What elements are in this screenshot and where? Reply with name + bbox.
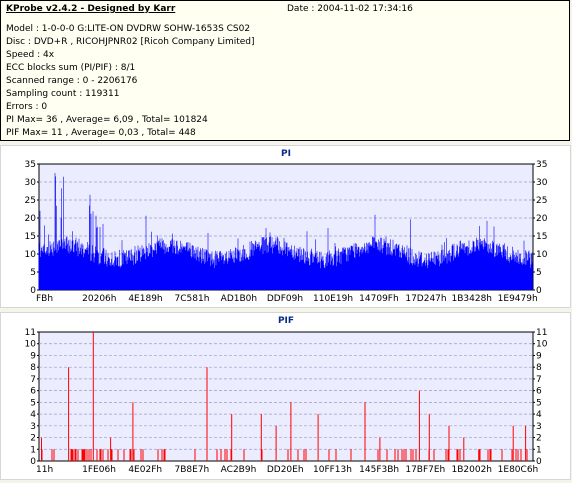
y-tick-label-left: 35 [25, 160, 36, 170]
pi-summary-line: PI Max= 36 , Average= 6,09 , Total= 1018… [6, 115, 208, 125]
x-tick-label: 1B2002h [452, 465, 493, 475]
plot-area [38, 331, 534, 462]
y-tick-label-left: 30 [25, 178, 37, 188]
y-tick-label-left: 10 [25, 250, 37, 260]
y-tick-label-right: 9 [536, 351, 542, 361]
y-tick-label-left: 10 [25, 340, 37, 350]
pif-series [41, 332, 528, 461]
x-tick-label: DD20Eh [267, 465, 304, 475]
x-tick-label: 1E9479h [498, 294, 538, 304]
y-tick-label-right: 4 [536, 410, 542, 420]
x-tick-label: AC2B9h [221, 465, 257, 475]
y-tick-label-right: 30 [536, 178, 548, 188]
ecc-line: ECC blocks sum (PI/PIF) : 8/1 [6, 63, 136, 73]
y-tick-label-left: 9 [30, 351, 36, 361]
y-tick-label-left: 1 [30, 445, 36, 455]
y-tick-label-left: 11 [25, 328, 36, 338]
y-tick-label-right: 10 [536, 340, 548, 350]
x-tick-label: 7C581h [175, 294, 210, 304]
y-tick-label-right: 0 [536, 286, 542, 296]
pif-summary-line: PIF Max= 11 , Average= 0,03 , Total= 448 [6, 128, 196, 138]
y-tick-label-right: 5 [536, 398, 542, 408]
y-tick-label-right: 35 [536, 160, 547, 170]
pif-bars [41, 332, 528, 461]
y-tick-label-left: 5 [30, 398, 36, 408]
scan-date: Date : 2004-11-02 17:34:16 [287, 4, 413, 14]
y-tick-label-left: 5 [30, 268, 36, 278]
y-tick-label-right: 0 [536, 457, 542, 467]
x-tick-label: 17D247h [405, 294, 446, 304]
speed-line: Speed : 4x [6, 50, 55, 60]
y-tick-label-right: 11 [536, 328, 547, 338]
range-line: Scanned range : 0 - 2206176 [6, 76, 138, 86]
x-tick-label: 4E02Fh [128, 465, 162, 475]
pi-chart: PI 0 0 5 5 10 10 15 15 20 20 25 25 30 30 35 35 FBh 20206h 4… [25, 149, 548, 304]
y-tick-label-right: 25 [536, 196, 547, 206]
y-tick-label-left: 15 [25, 232, 36, 242]
info-panel: KProbe v2.4.2 - Designed by Karr Date : … [0, 0, 570, 141]
pi-bars [38, 173, 533, 290]
x-tick-label: 11h [36, 465, 53, 475]
y-tick-label-right: 15 [536, 232, 547, 242]
y-tick-label-right: 7 [536, 375, 542, 385]
x-tick-label: 20206h [82, 294, 116, 304]
y-tick-label-right: 8 [536, 363, 542, 373]
y-tick-label-left: 2 [30, 434, 36, 444]
x-tick-label: AD1B0h [221, 294, 257, 304]
y-tick-label-left: 3 [30, 422, 36, 432]
pif-chart-panel: PIF 0 0 1 1 2 2 3 3 4 4 5 5 6 6 7 7 8 8 9 9 10 10 11 11 11h 1FE06h… [0, 312, 571, 480]
model-line: Model : 1-0-0-0 G:LITE-ON DVDRW SOHW-165… [6, 24, 251, 34]
disc-line: Disc : DVD+R , RICOHJPNR02 [Ricoh Compan… [6, 37, 255, 47]
y-tick-label-right: 20 [536, 214, 548, 224]
y-tick-label-left: 8 [30, 363, 36, 373]
y-tick-label-left: 0 [30, 286, 36, 296]
y-tick-label-right: 5 [536, 268, 542, 278]
x-tick-label: 110E19h [313, 294, 353, 304]
y-tick-label-right: 2 [536, 434, 542, 444]
x-tick-label: 1E80C6h [498, 465, 539, 475]
sampling-line: Sampling count : 119311 [6, 89, 120, 99]
x-tick-label: 1FE06h [82, 465, 116, 475]
pi-chart-panel: PI 0 0 5 5 10 10 15 15 20 20 25 25 30 30 35 35 FBh 20206h 4… [0, 145, 571, 308]
x-tick-label: 7B8E7h [175, 465, 210, 475]
x-tick-label: 14709Fh [359, 294, 399, 304]
app-title: KProbe v2.4.2 - Designed by Karr [6, 4, 176, 14]
x-tick-label: FBh [36, 294, 53, 304]
y-tick-label-left: 7 [30, 375, 36, 385]
x-tick-label: 1B3428h [452, 294, 493, 304]
x-tick-label: 10FF13h [313, 465, 352, 475]
y-tick-label-left: 4 [30, 410, 36, 420]
y-tick-label-right: 3 [536, 422, 542, 432]
chart-title: PIF [278, 316, 294, 326]
chart-title: PI [281, 149, 291, 159]
y-tick-label-right: 1 [536, 445, 542, 455]
y-tick-label-right: 10 [536, 250, 548, 260]
y-tick-label-right: 6 [536, 387, 542, 397]
y-tick-label-left: 25 [25, 196, 36, 206]
errors-line: Errors : 0 [6, 102, 48, 112]
y-tick-label-left: 6 [30, 387, 36, 397]
y-tick-label-left: 0 [30, 457, 36, 467]
x-tick-label: 145F3Bh [359, 465, 399, 475]
y-tick-label-left: 20 [25, 214, 37, 224]
pi-series [38, 173, 533, 290]
x-tick-label: DDF09h [267, 294, 303, 304]
x-tick-label: 4E189h [128, 294, 162, 304]
x-tick-label: 17BF7Eh [405, 465, 445, 475]
